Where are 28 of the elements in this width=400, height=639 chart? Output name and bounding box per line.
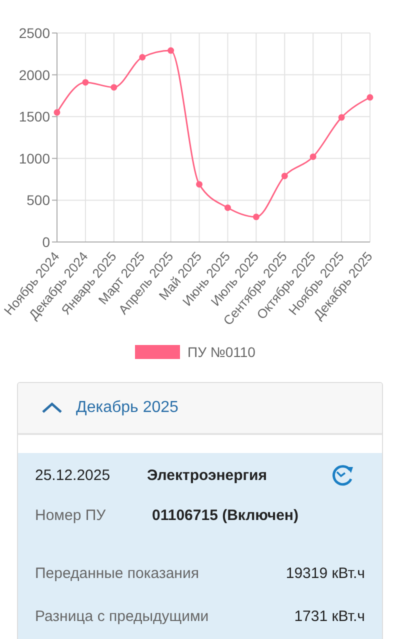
text: Номер ПУ <box>35 507 106 524</box>
point <box>366 94 374 101</box>
point <box>310 153 316 160</box>
y-tick-label: 2000 <box>18 66 50 83</box>
point <box>252 214 260 220</box>
legend-label: ПУ №0110 <box>188 344 256 360</box>
point <box>82 79 89 86</box>
y-tick-label: 500 <box>26 192 50 208</box>
text: 1731 кВт.ч <box>294 608 365 625</box>
y-tick-label: 1000 <box>18 150 50 166</box>
text: Разница с предыдущими <box>35 608 209 625</box>
text: Электроэнергия <box>147 467 268 484</box>
point <box>224 204 231 211</box>
point <box>168 47 174 54</box>
text: 19319 кВт.ч <box>286 565 365 582</box>
y-tick-label: 0 <box>42 234 50 250</box>
point <box>196 181 203 188</box>
text: 25.12.2025 <box>35 467 110 484</box>
text: 01106715 (Включен) <box>152 507 298 524</box>
y-tick-label: 2500 <box>18 24 50 41</box>
point <box>110 84 118 91</box>
point <box>139 54 146 60</box>
point <box>281 172 288 180</box>
text: Декабрь 2025 <box>76 399 178 417</box>
y-tick-label: 1500 <box>18 108 50 125</box>
point <box>338 114 345 121</box>
point <box>54 109 60 116</box>
text: Переданные показания <box>35 565 199 582</box>
